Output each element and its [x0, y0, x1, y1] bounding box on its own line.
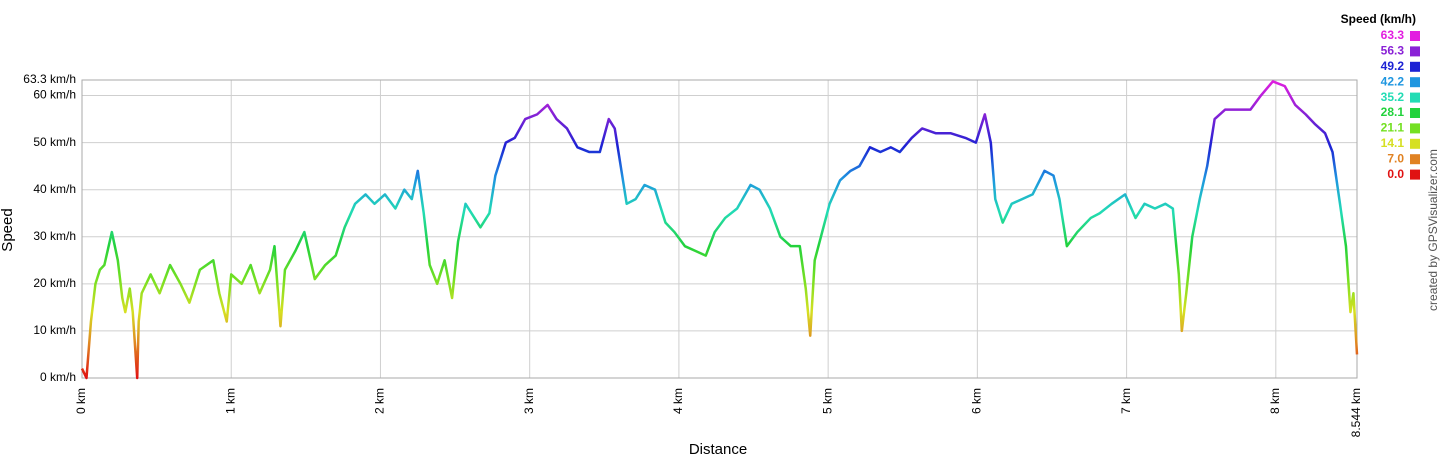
- y-tick-label: 63.3 km/h: [23, 72, 76, 86]
- speed-line: [80, 80, 1359, 380]
- legend-label: 7.0: [1387, 151, 1404, 165]
- plot-frame: [81, 79, 1358, 379]
- legend-swatch: [1410, 138, 1420, 149]
- x-tick-label: 5 km: [820, 388, 834, 414]
- x-axis-title: Distance: [689, 441, 747, 458]
- x-tick-label: 8.544 km: [1349, 388, 1363, 437]
- legend-swatch: [1410, 169, 1420, 180]
- legend-label: 14.1: [1381, 136, 1405, 150]
- legend-label: 0.0: [1387, 167, 1404, 181]
- legend-label: 56.3: [1381, 44, 1405, 58]
- legend-swatch: [1410, 31, 1420, 41]
- y-tick-label: 50 km/h: [33, 135, 76, 149]
- y-tick-label: 40 km/h: [33, 182, 76, 196]
- legend-swatch: [1410, 154, 1420, 165]
- legend-label: 63.3: [1381, 28, 1405, 42]
- x-tick-label: 0 km: [74, 388, 88, 414]
- x-tick-label: 1 km: [223, 388, 237, 414]
- credit: created by GPSVisualizer.com: [1426, 149, 1440, 311]
- x-tick-label: 4 km: [671, 388, 685, 414]
- y-tick-label: 10 km/h: [33, 323, 76, 337]
- legend-swatch: [1410, 92, 1420, 103]
- legend-swatch: [1410, 61, 1420, 72]
- legend-swatch: [1410, 46, 1420, 57]
- legend-label: 21.1: [1381, 121, 1405, 135]
- y-axis-title: Speed: [0, 208, 16, 251]
- legend-swatch: [1410, 108, 1420, 118]
- legend-swatch: [1410, 77, 1420, 88]
- legend-swatch: [1410, 123, 1420, 134]
- y-tick-label: 60 km/h: [33, 88, 76, 102]
- y-tick-label: 20 km/h: [33, 276, 76, 290]
- legend-label: 35.2: [1381, 90, 1405, 104]
- y-tick-label: 0 km/h: [40, 370, 76, 384]
- legend-title: Speed (km/h): [1341, 12, 1416, 26]
- y-tick-label: 30 km/h: [33, 229, 76, 243]
- x-tick-label: 6 km: [970, 388, 984, 414]
- x-tick-label: 3 km: [522, 388, 536, 414]
- legend-label: 28.1: [1381, 105, 1405, 119]
- legend-label: 49.2: [1381, 59, 1405, 73]
- x-tick-label: 7 km: [1119, 388, 1133, 414]
- legend-label: 42.2: [1381, 74, 1405, 88]
- x-tick-label: 2 km: [373, 388, 387, 414]
- x-tick-label: 8 km: [1268, 388, 1282, 414]
